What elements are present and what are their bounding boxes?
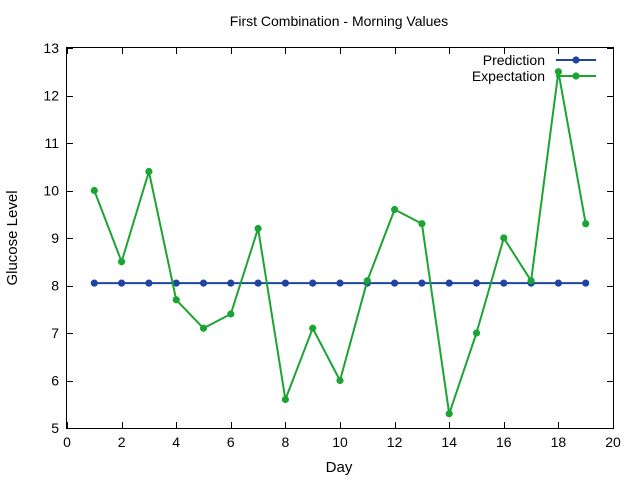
- x-tick-label: 20: [605, 434, 621, 450]
- data-point-prediction: [554, 279, 563, 287]
- data-point-expectation: [90, 186, 98, 195]
- x-tick-label: 2: [118, 434, 126, 450]
- legend-marker-expectation: [572, 72, 580, 80]
- x-tick-label: 8: [282, 434, 290, 450]
- data-point-expectation: [254, 224, 262, 233]
- data-point-expectation: [418, 220, 426, 228]
- data-point-prediction: [90, 279, 98, 287]
- y-tick-label: 13: [43, 40, 59, 56]
- data-point-prediction: [254, 279, 262, 287]
- data-point-expectation: [172, 296, 180, 304]
- data-point-expectation: [554, 68, 563, 76]
- data-point-expectation: [118, 258, 126, 266]
- legend-label-expectation: Expectation: [472, 68, 545, 84]
- series-line-expectation: [93, 70, 587, 415]
- data-point-prediction: [309, 279, 317, 287]
- plot-frame: [66, 47, 614, 429]
- y-axis-title: Glucose Level: [4, 190, 21, 285]
- x-tick-label: 6: [227, 434, 235, 450]
- data-point-expectation: [363, 277, 371, 285]
- axis-ticks: [67, 48, 614, 429]
- y-tick-label: 6: [51, 373, 59, 389]
- x-tick-label: 14: [441, 434, 457, 450]
- x-tick-label: 18: [551, 434, 567, 450]
- data-point-prediction: [445, 279, 453, 287]
- x-tick-label: 4: [172, 434, 180, 450]
- data-point-expectation: [472, 329, 481, 337]
- y-tick-label: 11: [44, 135, 59, 151]
- series-layer: [90, 68, 590, 418]
- legend-marker-prediction: [572, 56, 580, 64]
- data-point-prediction: [227, 279, 235, 287]
- legend-label-prediction: Prediction: [483, 52, 545, 68]
- data-point-prediction: [145, 279, 153, 287]
- data-point-expectation: [145, 167, 153, 176]
- x-axis-title: Day: [326, 459, 353, 476]
- chart-title: First Combination - Morning Values: [230, 13, 448, 29]
- axis-tick-labels: 0 2 4 6 8 10 12 14 16 18 20 5 6 7 8 9 10 11 12 13: [43, 40, 621, 450]
- y-tick-label: 9: [51, 230, 59, 246]
- data-point-expectation: [227, 310, 235, 318]
- x-tick-label: 12: [387, 434, 403, 450]
- y-tick-label: 8: [51, 278, 59, 294]
- y-tick-label: 10: [43, 183, 59, 199]
- y-tick-label: 5: [51, 420, 59, 436]
- data-point-expectation: [500, 234, 508, 242]
- data-point-prediction: [172, 279, 180, 287]
- y-tick-label: 7: [51, 325, 59, 341]
- data-point-expectation: [199, 324, 208, 332]
- data-point-prediction: [472, 279, 481, 287]
- data-point-expectation: [391, 205, 399, 214]
- data-point-expectation: [582, 220, 590, 228]
- data-point-prediction: [336, 279, 344, 287]
- data-point-expectation: [336, 376, 344, 385]
- data-point-prediction: [500, 279, 508, 287]
- data-point-expectation: [445, 410, 453, 418]
- x-tick-label: 0: [63, 434, 71, 450]
- data-point-prediction: [281, 279, 289, 287]
- data-point-expectation: [281, 395, 289, 404]
- x-tick-label: 10: [332, 434, 348, 450]
- data-point-prediction: [199, 279, 208, 287]
- data-point-expectation: [309, 324, 317, 332]
- data-point-prediction: [582, 279, 590, 287]
- y-tick-label: 12: [43, 88, 59, 104]
- data-point-prediction: [118, 279, 126, 287]
- data-point-expectation: [527, 277, 535, 285]
- x-tick-label: 16: [496, 434, 512, 450]
- data-point-prediction: [391, 279, 399, 287]
- data-point-prediction: [418, 279, 426, 287]
